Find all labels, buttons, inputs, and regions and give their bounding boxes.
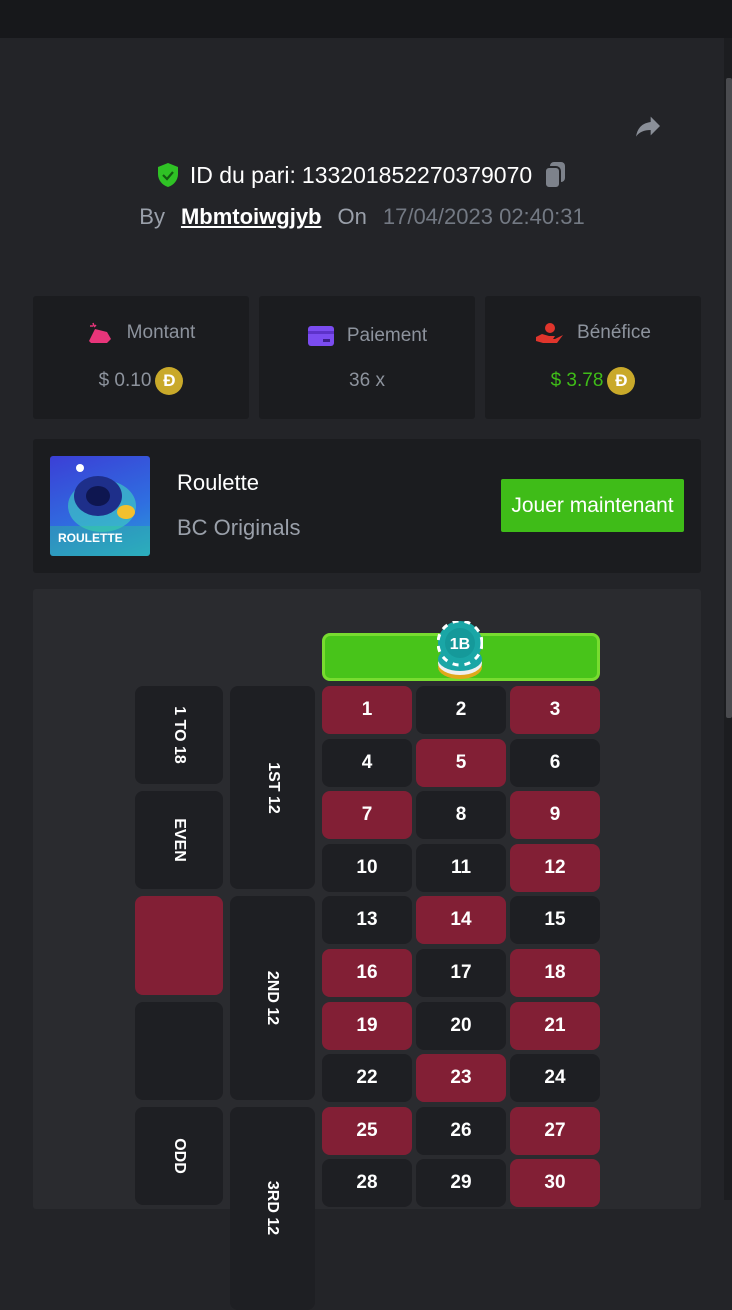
number-cell-12[interactable]: 12 [510,843,600,892]
bet-id-label: ID du pari: [189,161,296,188]
number-cell-13[interactable]: 13 [322,896,412,945]
number-cell-3[interactable]: 3 [510,686,600,734]
cell-label: EVEN [170,818,188,863]
number-cell-28[interactable]: 28 [322,1159,412,1208]
cell-label: 1ST 12 [264,761,282,814]
outside-black[interactable] [135,1001,223,1100]
number-cell-18[interactable]: 18 [510,949,600,997]
dozen-1[interactable]: 1ST 12 [230,686,315,890]
number-cell-21[interactable]: 21 [510,1001,600,1050]
number-cell-10[interactable]: 10 [322,843,412,892]
number-cell-29[interactable]: 29 [416,1159,506,1208]
number-cell-17[interactable]: 17 [416,949,506,997]
game-provider: BC Originals [177,515,301,540]
scrollbar-thumb[interactable] [726,78,732,718]
number-cell-25[interactable]: 25 [322,1106,412,1155]
cell-label: 2ND 12 [264,970,282,1026]
number-cell-27[interactable]: 27 [510,1106,600,1155]
dozen-2[interactable]: 2ND 12 [230,896,315,1100]
number-cell-4[interactable]: 4 [322,738,412,787]
doge-coin-icon: Đ [607,366,636,395]
stat-payout: Paiement 36 x [259,296,475,419]
dozen-3[interactable]: 3RD 12 [230,1106,315,1310]
bet-date: 17/04/2023 02:40:31 [382,204,585,229]
user-link[interactable]: Mbmtoiwgjyb [180,204,322,229]
outside-odd[interactable]: ODD [135,1106,223,1205]
top-bar [0,0,732,38]
stat-profit: Bénéfice $ 3.78 Đ [485,296,701,419]
cell-label: ODD [171,1138,188,1174]
number-cell-9[interactable]: 9 [510,791,600,840]
outside-even[interactable]: EVEN [135,791,223,890]
stat-label: Montant [126,321,196,343]
on-label: On [337,204,367,229]
outside-1-to-18[interactable]: 1 TO 18 [135,686,223,785]
bet-id-line: ID du pari: 133201852270379070 [0,160,724,190]
number-cell-20[interactable]: 20 [416,1001,506,1050]
bet-amount-icon [88,322,111,343]
stat-label: Bénéfice [577,321,651,343]
roulette-thumbnail[interactable]: ROULETTE [50,456,150,556]
chip-stack-icon: 1B [437,621,483,679]
number-cell-6[interactable]: 6 [510,738,600,787]
bet-author-line: By Mbmtoiwgjyb On 17/04/2023 02:40:31 [0,204,724,230]
number-cell-22[interactable]: 22 [322,1054,412,1103]
number-cell-2[interactable]: 2 [416,686,506,734]
stat-value: 36 x [349,369,385,391]
stat-amount: Montant $ 0.10 Đ [33,296,249,419]
number-cell-16[interactable]: 16 [322,949,412,997]
doge-coin-icon: Đ [155,366,184,395]
thumbnail-text: ROULETTE [58,531,123,545]
number-cell-11[interactable]: 11 [416,843,506,892]
cell-label: 3RD 12 [264,1181,282,1236]
copy-icon[interactable] [542,160,568,190]
card-icon [307,325,334,346]
play-now-button[interactable]: Jouer maintenant [501,479,684,532]
number-cell-24[interactable]: 24 [510,1054,600,1103]
share-icon[interactable] [630,110,666,142]
number-cell-30[interactable]: 30 [510,1159,600,1208]
bet-stats: Montant $ 0.10 Đ Paiement 36 x Bénéfice $… [33,296,701,419]
number-cell-5[interactable]: 5 [416,738,506,787]
game-card: ROULETTE Roulette BC Originals Jouer mai… [33,439,701,573]
number-cell-8[interactable]: 8 [416,791,506,840]
number-cell-14[interactable]: 14 [416,896,506,945]
by-label: By [139,204,165,229]
stat-label: Paiement [346,324,428,346]
chip-value: 1B [450,636,470,653]
verified-shield-icon [157,163,178,187]
number-cell-1[interactable]: 1 [322,686,412,734]
number-cell-7[interactable]: 7 [322,791,412,840]
stat-value: $ 0.10 [98,369,152,391]
stat-value: $ 3.78 [550,369,604,391]
number-cell-15[interactable]: 15 [510,896,600,945]
number-cell-23[interactable]: 23 [416,1054,506,1103]
bet-id: 133201852270379070 [301,161,533,188]
number-cell-19[interactable]: 19 [322,1001,412,1050]
scrollbar[interactable] [724,38,732,1200]
roulette-wheel-icon: ROULETTE [50,464,150,556]
game-name: Roulette [177,470,259,495]
roulette-board: 1B 1 2 3 4 5 6 7 8 9 10 11 12 13 14 15 16 17 18 19 20 21 22 23… [33,589,701,1310]
cell-label: 1 TO 18 [170,706,188,764]
outside-red[interactable] [135,896,223,995]
number-cell-26[interactable]: 26 [416,1106,506,1155]
profit-hand-icon [536,322,564,343]
